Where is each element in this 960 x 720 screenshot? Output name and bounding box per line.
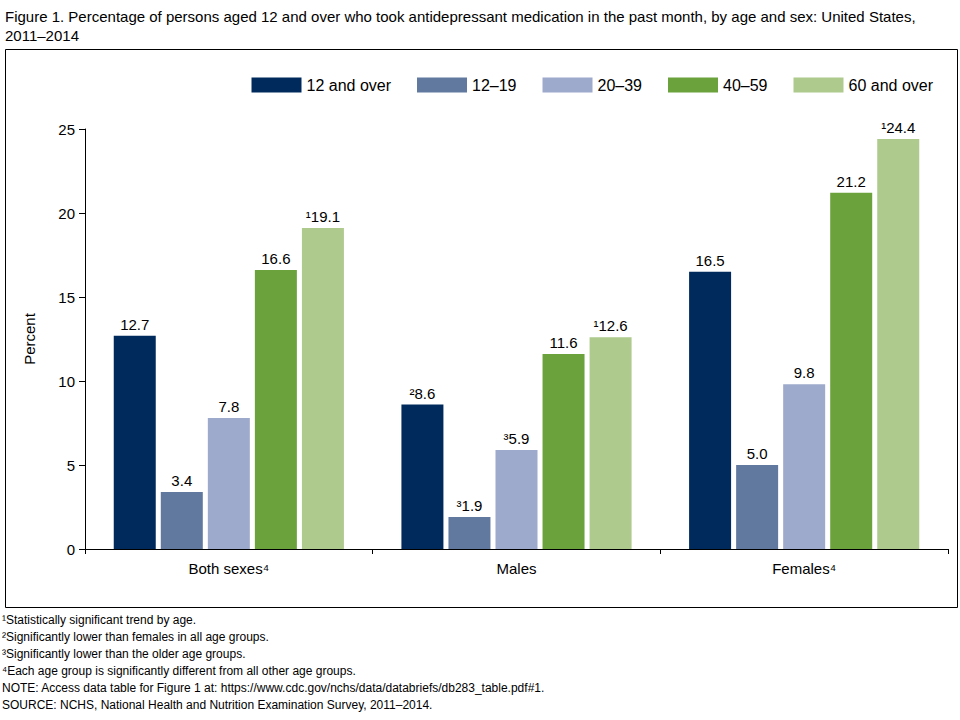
svg-text:20: 20 — [58, 205, 75, 222]
svg-text:Both sexes⁴: Both sexes⁴ — [189, 560, 270, 577]
svg-text:5.0: 5.0 — [747, 445, 768, 462]
svg-text:16.5: 16.5 — [695, 252, 724, 269]
svg-text:0: 0 — [67, 541, 75, 558]
svg-text:Males: Males — [496, 560, 536, 577]
svg-text:12–19: 12–19 — [472, 77, 517, 94]
svg-text:10: 10 — [58, 373, 75, 390]
svg-text:Figure 1. Percentage of person: Figure 1. Percentage of persons aged 12 … — [5, 8, 920, 25]
svg-text:21.2: 21.2 — [837, 173, 866, 190]
svg-text:¹19.1: ¹19.1 — [306, 208, 340, 225]
svg-text:2011–2014: 2011–2014 — [5, 27, 79, 44]
svg-text:²8.6: ²8.6 — [409, 385, 435, 402]
svg-text:15: 15 — [58, 289, 75, 306]
svg-text:12.7: 12.7 — [120, 316, 149, 333]
svg-text:9.8: 9.8 — [794, 364, 815, 381]
svg-text:60 and over: 60 and over — [848, 77, 933, 94]
svg-text:3.4: 3.4 — [171, 472, 192, 489]
svg-text:5: 5 — [67, 457, 75, 474]
svg-text:¹24.4: ¹24.4 — [881, 119, 915, 136]
svg-text:Females⁴: Females⁴ — [772, 560, 836, 577]
svg-text:20–39: 20–39 — [598, 77, 643, 94]
svg-text:Percent: Percent — [21, 312, 38, 365]
svg-text:³Significantly lower than the: ³Significantly lower than the older age … — [2, 647, 245, 661]
svg-text:7.8: 7.8 — [218, 398, 239, 415]
svg-text:²Significantly lower than fema: ²Significantly lower than females in all… — [2, 630, 269, 644]
svg-text:¹Statistically significant tre: ¹Statistically significant trend by age. — [2, 613, 196, 627]
svg-text:12 and over: 12 and over — [307, 77, 392, 94]
svg-text:40–59: 40–59 — [723, 77, 768, 94]
svg-text:³5.9: ³5.9 — [504, 430, 530, 447]
svg-text:³1.9: ³1.9 — [457, 497, 483, 514]
svg-text:25: 25 — [58, 121, 75, 138]
svg-text:¹12.6: ¹12.6 — [593, 317, 627, 334]
svg-text:SOURCE: NCHS, National Health: SOURCE: NCHS, National Health and Nutrit… — [2, 698, 432, 712]
svg-text:⁴Each age group is significant: ⁴Each age group is significantly differe… — [2, 664, 356, 678]
svg-text:NOTE: Access data table for Fi: NOTE: Access data table for Figure 1 at:… — [2, 681, 544, 695]
svg-text:16.6: 16.6 — [261, 250, 290, 267]
svg-text:11.6: 11.6 — [549, 334, 577, 351]
